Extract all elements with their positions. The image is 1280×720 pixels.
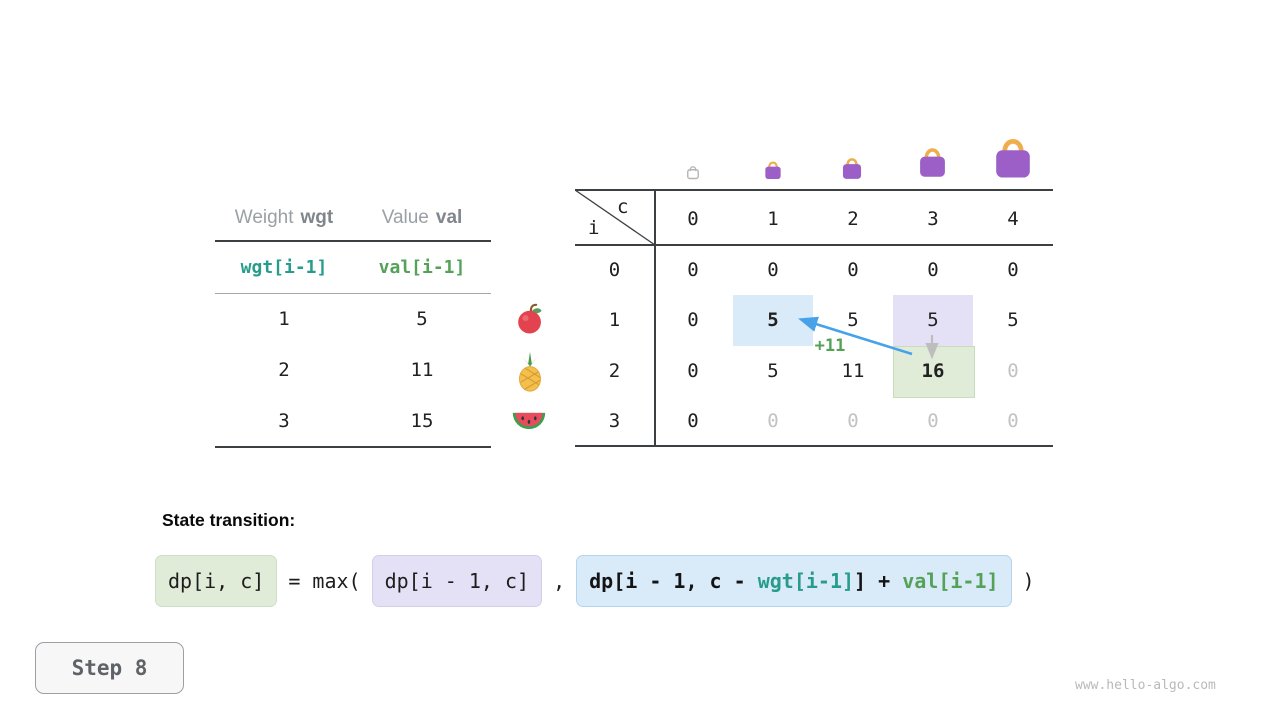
dp-col-header: 2: [847, 208, 859, 230]
dp-cell: 5: [767, 359, 779, 382]
weight-value: 3: [278, 409, 290, 432]
dp-col-header: 4: [1007, 208, 1019, 230]
dp-cell: 0: [687, 359, 699, 382]
dp-cell: 0: [767, 409, 779, 432]
weights-values-table: Weight wgt Value val wgt[i-1] val[i-1] 1…: [215, 196, 491, 450]
formula-current-cell-box: dp[i, c]: [155, 555, 278, 607]
weight-column-header: Weight wgt: [215, 196, 353, 240]
dp-cell: 0: [927, 259, 939, 282]
weight-label: Weight: [234, 207, 294, 228]
bag-small-icon: [763, 158, 783, 180]
step-indicator: Step 8: [35, 642, 184, 694]
dp-cell: 5: [767, 309, 779, 332]
dp-row-header: 3: [608, 409, 621, 432]
watermark: www.hello-algo.com: [1075, 678, 1216, 693]
dp-table-top-border: [575, 189, 1053, 191]
dp-row-header: 2: [608, 359, 621, 382]
formula-separator: ,: [553, 569, 566, 593]
value-column-header: Value val: [353, 196, 491, 240]
dp-cell: 0: [1007, 409, 1019, 432]
divider: [215, 446, 491, 448]
dp-cell: 0: [687, 259, 699, 282]
dp-cell: 0: [687, 409, 699, 432]
step-label: Step 8: [71, 656, 148, 680]
dp-cell: 0: [767, 259, 779, 282]
divider: [215, 293, 491, 294]
dp-cell: 0: [847, 259, 859, 282]
dp-cell: 11: [841, 359, 865, 382]
bag-large-icon: [917, 141, 948, 180]
value-code-label: val: [435, 207, 463, 228]
watermelon-icon: [511, 405, 547, 437]
bag-xlarge-icon: [992, 131, 1034, 180]
dp-row-header: 0: [608, 259, 621, 282]
dp-cell: 0: [927, 409, 939, 432]
dp-col-header: 1: [767, 208, 779, 230]
value-added-label: +11: [814, 336, 846, 356]
pineapple-icon: [513, 351, 547, 393]
dp-cell: 16: [921, 359, 945, 382]
item-value: 11: [410, 358, 434, 381]
weight-code-label: wgt: [300, 207, 334, 228]
item-value: 5: [416, 307, 428, 330]
item-value: 15: [410, 409, 434, 432]
formula-equals: = max(: [288, 569, 361, 593]
formula-segment-dark: ] +: [854, 569, 903, 593]
dp-table-header-border: [575, 244, 1053, 246]
wgt-index-label: wgt[i-1]: [240, 256, 328, 278]
formula-lhs: dp[i, c]: [168, 569, 265, 593]
dp-cell: 0: [1007, 359, 1019, 382]
val-index-label: val[i-1]: [378, 256, 466, 278]
weights-table-header: Weight wgt Value val: [215, 196, 491, 240]
weight-value: 2: [278, 358, 290, 381]
dp-cell: 0: [847, 409, 859, 432]
dp-row-header: 1: [608, 309, 621, 332]
weights-table-body: 1 5 2 11 3 15: [215, 293, 491, 446]
dp-table-vertical-border: [654, 189, 656, 447]
corner-col-variable: c: [617, 196, 629, 218]
dp-cell: 5: [927, 309, 939, 332]
divider: [215, 240, 491, 242]
bag-outline-icon: [686, 163, 700, 180]
state-transition-formula: dp[i, c] = max( dp[i - 1, c] , dp[i - 1,…: [155, 555, 1035, 607]
dp-col-header: 0: [687, 208, 699, 230]
formula-segment-green: val[i-1]: [902, 569, 999, 593]
weights-table-row: 3 15: [215, 395, 491, 446]
formula-skip-option-box: dp[i - 1, c]: [371, 555, 543, 607]
state-transition-title: State transition:: [162, 510, 296, 530]
weight-value: 1: [278, 307, 290, 330]
dp-cell: 0: [687, 309, 699, 332]
corner-diagonal-line: [575, 190, 655, 245]
formula-arg1: dp[i - 1, c]: [384, 569, 530, 593]
dp-table-bottom-border: [575, 445, 1053, 447]
formula-segment-teal: wgt[i-1]: [757, 569, 855, 593]
apple-icon: [514, 303, 546, 335]
dp-cell: 5: [1007, 309, 1019, 332]
weights-table-subheader: wgt[i-1] val[i-1]: [215, 242, 491, 292]
dp-cell: 0: [1007, 259, 1019, 282]
dp-col-header: 3: [927, 208, 939, 230]
bag-medium-icon: [840, 154, 864, 180]
value-label: Value: [381, 207, 429, 228]
weights-table-row: 2 11: [215, 344, 491, 395]
formula-close-paren: ): [1022, 569, 1035, 593]
formula-take-option-box: dp[i - 1, c - wgt[i-1]] + val[i-1]: [576, 555, 1012, 607]
formula-segment-dark: dp[i - 1, c -: [589, 569, 758, 593]
corner-row-variable: i: [588, 217, 600, 239]
